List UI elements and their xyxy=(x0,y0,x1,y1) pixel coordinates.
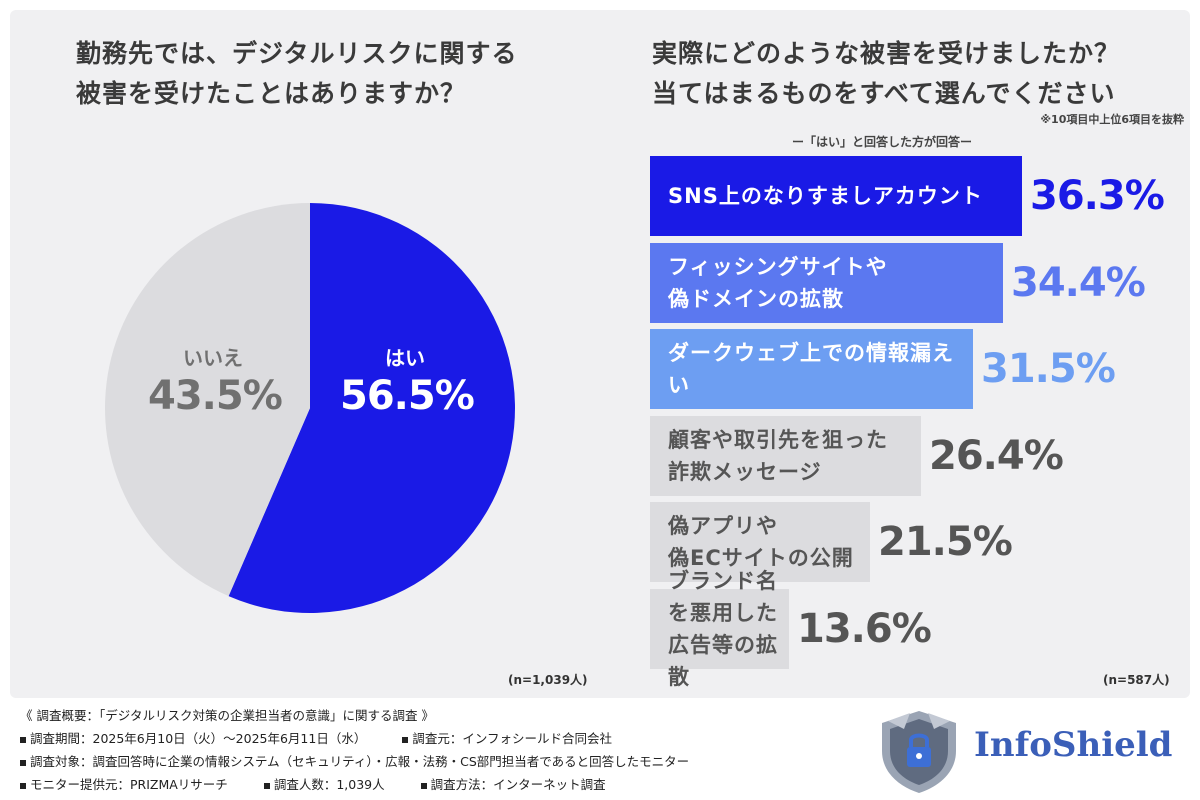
survey-row-1: 調査期間：2025年6月10日（火）〜2025年6月11日（水） 調査元：インフォ… xyxy=(20,727,689,750)
pie-label-yes: はい 56.5% xyxy=(340,345,475,421)
bar-value-3: 31.5% xyxy=(981,346,1116,392)
survey-target: 調査対象：調査回答時に企業の情報システム（セキュリティ）・広報・法務・CS部門担… xyxy=(30,754,690,769)
bullet-square-icon xyxy=(402,736,409,743)
right-chart-title: 実際にどのような被害を受けましたか？ 当てはまるものをすべて選んでください xyxy=(652,34,1120,114)
pie-label-no: いいえ 43.5% xyxy=(148,345,283,421)
bar-4: 顧客や取引先を狙った 詐欺メッセージ xyxy=(650,416,921,496)
right-sample-size: (n=587人) xyxy=(1103,673,1170,687)
bar-value-4: 26.4% xyxy=(929,433,1064,479)
survey-period: 調査期間：2025年6月10日（火）〜2025年6月11日（水） xyxy=(30,731,367,746)
left-chart-title: 勤務先では、デジタルリスクに関する 被害を受けたことはありますか？ xyxy=(76,34,518,114)
bar-label-4: 顧客や取引先を狙った 詐欺メッセージ xyxy=(668,428,888,484)
bar-label-3: ダークウェブ上での情報漏えい xyxy=(668,341,954,397)
pie-slice-yes xyxy=(228,203,515,613)
bullet-square-icon xyxy=(20,759,26,766)
bar-2: フィッシングサイトや 偽ドメインの拡散 xyxy=(650,243,1003,323)
shield-lock-icon xyxy=(882,711,956,793)
answered-note: ー「はい」と回答した方が回答ー xyxy=(792,135,973,149)
pie-slice-no xyxy=(105,203,310,597)
bar-6: ブランド名を悪用した 広告等の拡散 xyxy=(650,569,789,689)
left-title-line2: 被害を受けたことはありますか？ xyxy=(76,79,467,108)
survey-row-3: モニター提供元：PRIZMAリサーチ 調査人数：1,039人 調査方法：インターネッ… xyxy=(20,773,689,796)
pie-category-yes: はい xyxy=(385,346,425,370)
bar-5: 偽アプリや 偽ECサイトの公開 xyxy=(650,502,870,582)
bar-label-5: 偽アプリや 偽ECサイトの公開 xyxy=(668,514,854,570)
pie-chart xyxy=(105,203,515,613)
bar-label-1: SNS上のなりすましアカウント xyxy=(668,184,983,208)
bullet-square-icon xyxy=(20,736,26,743)
left-title-line1: 勤務先では、デジタルリスクに関する xyxy=(76,39,518,68)
bar-value-6: 13.6% xyxy=(797,606,932,652)
pie-category-no: いいえ xyxy=(183,346,243,370)
survey-heading: 《 調査概要：「デジタルリスク対策の企業担当者の意識」に関する調査 》 xyxy=(20,708,434,723)
survey-row-2: 調査対象：調査回答時に企業の情報システム（セキュリティ）・広報・法務・CS部門担… xyxy=(20,750,689,773)
pie-value-yes: 56.5% xyxy=(340,373,475,419)
survey-count: 調査人数：1,039人 xyxy=(273,777,385,792)
bar-value-2: 34.4% xyxy=(1011,260,1146,306)
survey-organizer: 調査元：インフォシールド合同会社 xyxy=(412,731,612,746)
survey-method: 調査方法：インターネット調査 xyxy=(430,777,606,792)
bar-label-6: ブランド名を悪用した 広告等の拡散 xyxy=(668,569,778,689)
bar-3: ダークウェブ上での情報漏えい xyxy=(650,329,973,409)
infoshield-logo: InfoShield xyxy=(874,707,1174,795)
bar-value-5: 21.5% xyxy=(878,519,1013,565)
right-title-line2: 当てはまるものをすべて選んでください xyxy=(652,79,1116,108)
survey-summary: 《 調査概要：「デジタルリスク対策の企業担当者の意識」に関する調査 》 調査期間… xyxy=(20,704,689,796)
bar-1: SNS上のなりすましアカウント xyxy=(650,156,1022,236)
right-title-line1: 実際にどのような被害を受けましたか？ xyxy=(652,39,1121,68)
survey-provider: モニター提供元：PRIZMAリサーチ xyxy=(30,777,228,792)
bullet-square-icon xyxy=(420,782,427,789)
bar-label-2: フィッシングサイトや 偽ドメインの拡散 xyxy=(668,255,888,311)
logo-text: InfoShield xyxy=(974,725,1173,765)
pie-value-no: 43.5% xyxy=(148,373,283,419)
bar-value-1: 36.3% xyxy=(1030,173,1165,219)
bullet-square-icon xyxy=(263,782,270,789)
left-sample-size: (n=1,039人) xyxy=(508,673,588,687)
items-note: ※10項目中上位6項目を抜粋 xyxy=(1040,113,1184,126)
bullet-square-icon xyxy=(20,782,26,789)
